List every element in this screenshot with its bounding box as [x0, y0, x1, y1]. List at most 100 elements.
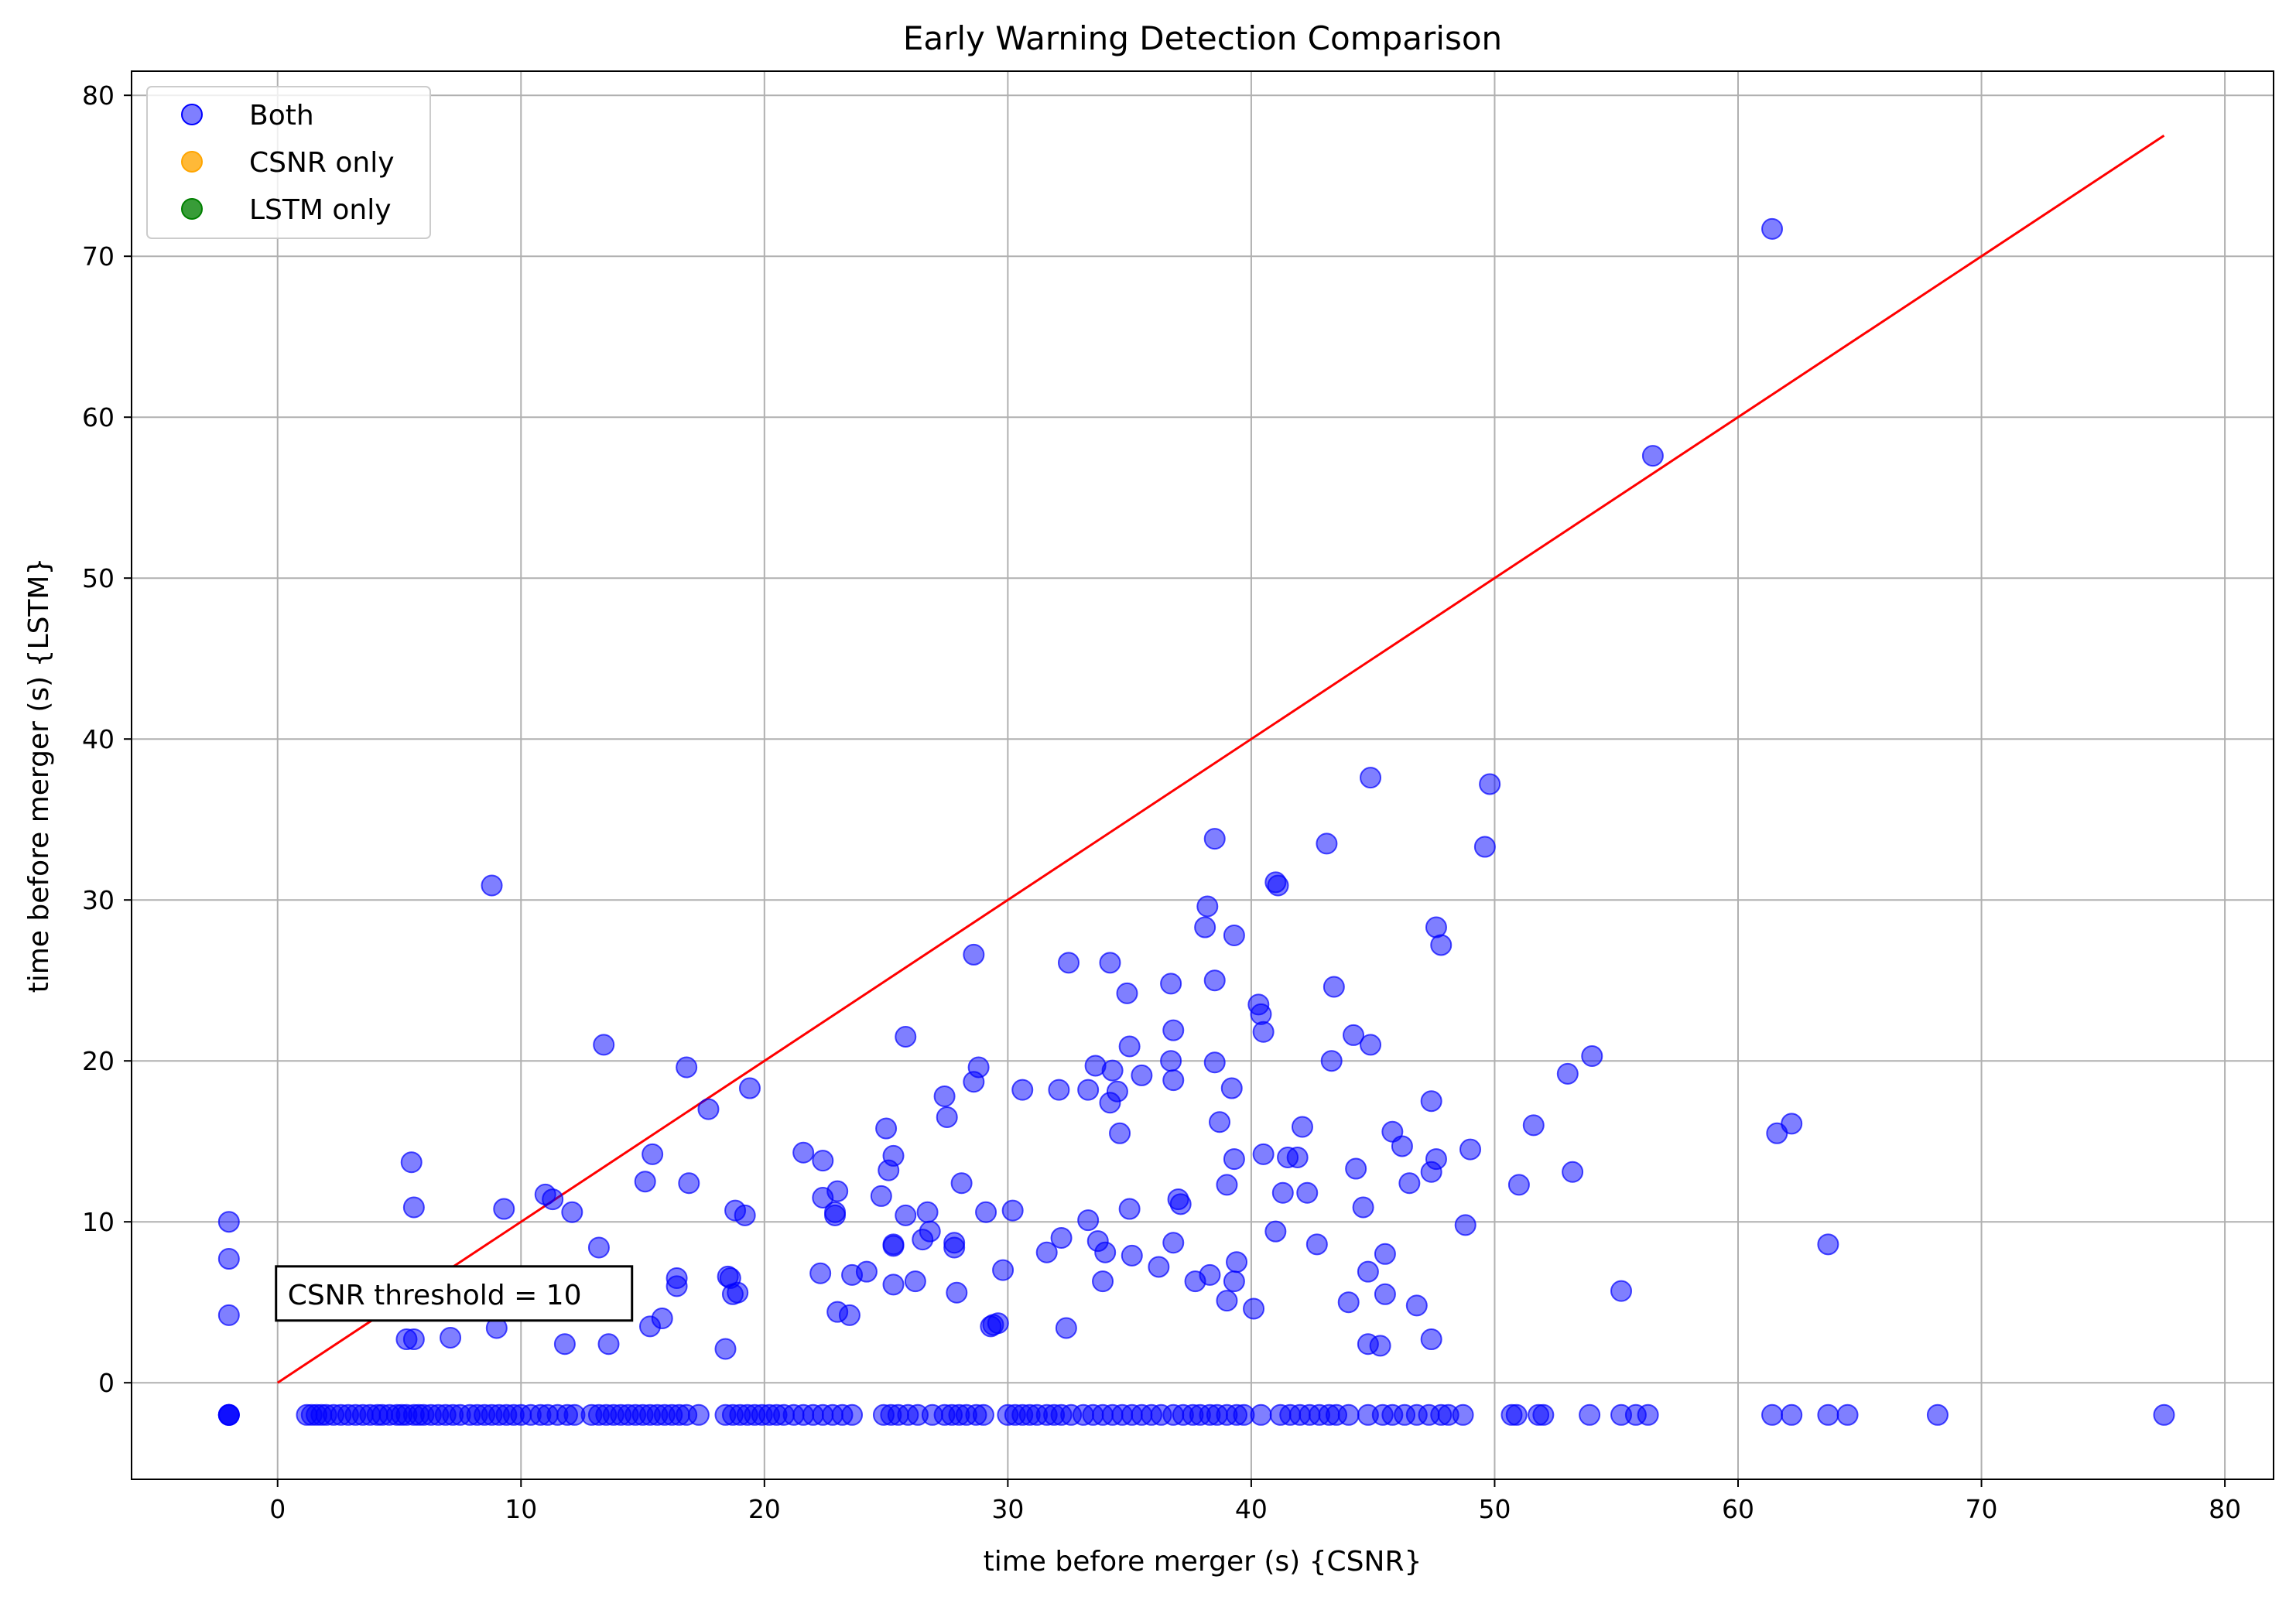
- scatter-point-no-detection: [1781, 1403, 1803, 1426]
- scatter-point: [933, 1085, 956, 1107]
- scatter-point: [587, 1236, 610, 1259]
- scatter-point: [402, 1328, 425, 1351]
- scatter-point-no-detection: [841, 1403, 864, 1426]
- scatter-point: [400, 1151, 423, 1174]
- scatter-point-no-detection: [1505, 1403, 1528, 1426]
- legend: Both CSNR only LSTM only: [146, 86, 431, 239]
- scatter-point: [1252, 1021, 1275, 1043]
- legend-label-csnr-only: CSNR only: [249, 147, 395, 179]
- y-tick-label: 60: [82, 402, 115, 432]
- scatter-point: [1454, 1214, 1476, 1236]
- scatter-point-no-detection: [1337, 1403, 1360, 1426]
- scatter-point: [1343, 1024, 1365, 1046]
- scatter-point: [895, 1204, 917, 1226]
- scatter-point: [1286, 1147, 1309, 1168]
- scatter-point-no-detection: [1836, 1403, 1859, 1426]
- scatter-point: [1109, 1122, 1131, 1144]
- scatter-point: [1243, 1297, 1265, 1320]
- scatter-point: [1118, 1035, 1141, 1058]
- scatter-point: [1223, 924, 1245, 946]
- scatter-point: [651, 1308, 673, 1329]
- scatter-point: [1398, 1172, 1421, 1195]
- scatter-point: [1169, 1193, 1192, 1215]
- scatter-point: [1216, 1174, 1238, 1196]
- scatter-point: [1148, 1256, 1170, 1278]
- scatter-point: [1106, 1080, 1128, 1103]
- scatter-point: [916, 1201, 939, 1223]
- scatter-point: [1035, 1241, 1058, 1263]
- scatter-point: [714, 1338, 737, 1360]
- scatter-point: [904, 1270, 926, 1293]
- scatter-point: [1345, 1157, 1367, 1180]
- scatter-point: [217, 1211, 240, 1233]
- annotation-box: [275, 1265, 634, 1322]
- x-tick-label: 10: [505, 1494, 537, 1524]
- scatter-point-no-detection: [1532, 1403, 1555, 1426]
- scatter-point: [1374, 1243, 1396, 1265]
- scatter-point: [1094, 1241, 1117, 1263]
- x-tick-label: 80: [2209, 1494, 2241, 1524]
- scatter-point: [1121, 1244, 1143, 1267]
- scatter-point: [697, 1098, 720, 1120]
- scatter-point: [1077, 1079, 1100, 1101]
- scatter-point-no-detection: [1250, 1403, 1272, 1426]
- scatter-point: [1162, 1019, 1185, 1041]
- scatter-point-no-detection: [1452, 1403, 1474, 1426]
- scatter-point: [826, 1180, 849, 1202]
- scatter-point: [963, 943, 985, 966]
- scatter-point: [838, 1304, 861, 1326]
- scatter-point: [1405, 1294, 1428, 1317]
- scatter-point: [1101, 1059, 1124, 1082]
- scatter-point: [1264, 1220, 1287, 1243]
- scatter-point: [642, 1143, 664, 1165]
- scatter-point: [875, 1117, 898, 1140]
- scatter-point: [1374, 1283, 1396, 1305]
- scatter-point: [1194, 916, 1216, 938]
- scatter-point: [882, 1144, 905, 1167]
- legend-marker-lstm-only: [181, 198, 203, 220]
- scatter-point: [882, 1235, 905, 1257]
- y-tick-label: 40: [82, 724, 115, 754]
- scatter-point: [1473, 836, 1496, 858]
- scatter-point: [1305, 1233, 1328, 1256]
- scatter-point: [553, 1333, 576, 1356]
- scatter-point: [1761, 217, 1784, 240]
- scatter-point: [597, 1333, 620, 1356]
- y-tick-label: 0: [98, 1368, 115, 1398]
- scatter-point-no-detection: [687, 1403, 710, 1426]
- scatter-point-no-detection: [1817, 1403, 1839, 1426]
- scatter-point: [1425, 916, 1447, 938]
- scatter-point-no-detection: [2153, 1403, 2175, 1426]
- scatter-point-no-detection: [1579, 1403, 1601, 1426]
- scatter-point: [1522, 1114, 1545, 1137]
- legend-frame: [146, 86, 431, 239]
- scatter-point: [1817, 1233, 1839, 1256]
- scatter-point: [987, 1312, 1009, 1335]
- scatter-point: [727, 1281, 749, 1304]
- legend-label-lstm-only: LSTM only: [249, 194, 392, 226]
- scatter-point: [1050, 1227, 1073, 1249]
- scatter-point: [1507, 1174, 1530, 1196]
- x-axis-label: time before merger (s) {CSNR}: [984, 1546, 1422, 1578]
- scatter-point-no-detection: [972, 1403, 994, 1426]
- scatter-point: [1216, 1290, 1238, 1312]
- scatter-point: [936, 1106, 958, 1128]
- scatter-point: [676, 1056, 698, 1079]
- scatter-point: [1556, 1062, 1579, 1085]
- y-tick-label: 50: [82, 563, 115, 593]
- scatter-point: [967, 1056, 990, 1079]
- scatter-point: [1420, 1328, 1442, 1351]
- scatter-point: [895, 1026, 917, 1048]
- scatter-point: [1459, 1138, 1481, 1161]
- scatter-point: [1316, 832, 1338, 855]
- scatter-point: [1337, 1291, 1360, 1314]
- scatter-point: [734, 1204, 756, 1226]
- scatter-point: [217, 1248, 240, 1270]
- scatter-point: [1581, 1044, 1603, 1067]
- scatter-point: [1641, 445, 1664, 467]
- plot-frame: [131, 70, 2274, 1480]
- scatter-point: [1425, 1148, 1447, 1171]
- scatter-point: [1352, 1196, 1374, 1219]
- scatter-point: [1323, 976, 1345, 998]
- legend-marker-csnr-only: [181, 151, 203, 173]
